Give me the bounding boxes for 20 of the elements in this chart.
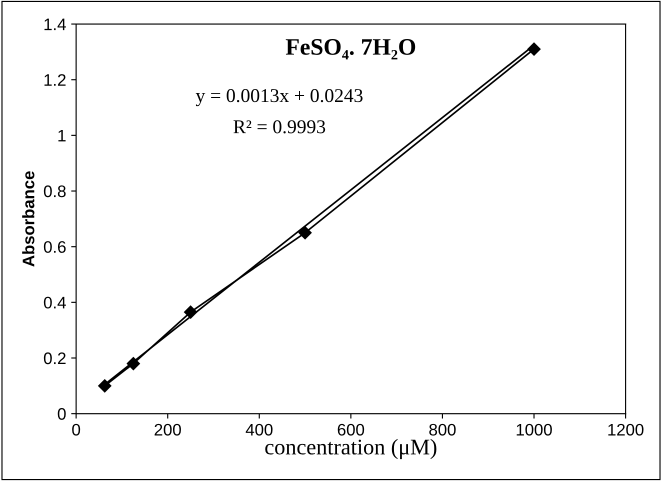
- x-tick-label: 0: [72, 424, 80, 436]
- y-tick-label: 0.2: [44, 352, 66, 364]
- y-tick-label: 0.8: [44, 185, 66, 198]
- annotation: R² = 0.9993: [234, 120, 326, 134]
- x-tick-label: 800: [429, 424, 456, 436]
- x-tick-label: 1200: [608, 424, 644, 436]
- y-tick-label: 1.4: [44, 18, 66, 30]
- y-tick-label: 0: [58, 408, 66, 420]
- x-tick-label: 400: [246, 424, 273, 436]
- x-axis-title: concentration (μM): [265, 438, 436, 460]
- x-tick-label: 1000: [516, 424, 552, 436]
- y-tick-label: 1: [58, 130, 66, 142]
- x-tick-label: 200: [154, 424, 181, 436]
- annotation: y = 0.0013x + 0.0243: [196, 89, 363, 106]
- y-axis-title: Absorbance: [22, 171, 34, 267]
- x-tick-label: 600: [338, 424, 364, 436]
- text: FeSO₄. 7H₂O: [286, 39, 416, 60]
- y-tick-label: 0.4: [44, 296, 66, 309]
- y-tick-label: 0.6: [44, 241, 66, 253]
- y-tick-label: 1.2: [44, 74, 66, 86]
